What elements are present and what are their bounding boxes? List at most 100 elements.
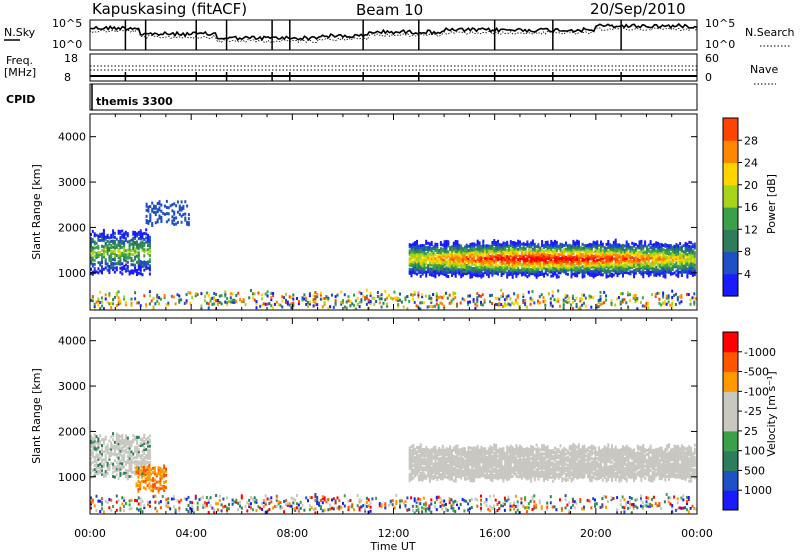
heatmap-cell [602,479,604,482]
heatmap-cell [121,266,123,269]
heatmap-cell [539,301,541,304]
heatmap-cell [138,243,140,246]
heatmap-cell [105,297,107,300]
heatmap-cell [647,302,649,305]
heatmap-cell [422,448,424,451]
heatmap-cell [436,303,438,306]
heatmap-cell [118,240,120,243]
heatmap-cell [384,290,386,293]
heatmap-cell [517,475,519,478]
heatmap-cell [515,269,517,272]
heatmap-cell [685,258,687,261]
heatmap-cell [143,232,145,235]
heatmap-cell [97,271,99,274]
heatmap-cell [399,299,401,302]
heatmap-cell [188,213,190,216]
heatmap-cell [429,242,431,245]
heatmap-cell [292,294,294,297]
heatmap-cell [517,459,519,462]
heatmap-cell [628,243,630,246]
heatmap-cell [517,258,519,261]
heatmap-cell [125,264,127,267]
heatmap-cell [600,241,602,244]
heatmap-cell [552,449,554,452]
heatmap-cell [552,305,554,308]
heatmap-cell [521,263,523,266]
heatmap-cell [221,302,223,305]
heatmap-cell [567,450,569,453]
heatmap-cell [490,445,492,448]
heatmap-cell [121,252,123,255]
heatmap-cell [598,305,600,308]
heatmap-cell [108,292,110,295]
heatmap-cell [515,456,517,459]
heatmap-cell [421,293,423,296]
heatmap-cell [550,468,552,471]
heatmap-cell [331,294,333,297]
heatmap-cell [108,255,110,258]
heatmap-cell [502,305,504,308]
heatmap-cell [600,295,602,298]
heatmap-cell [589,295,591,298]
heatmap-cell [589,450,591,453]
heatmap-cell [145,303,147,306]
heatmap-cell [493,239,495,242]
heatmap-cell [545,253,547,256]
heatmap-cell [307,301,309,304]
heatmap-cell [501,243,503,246]
heatmap-cell [138,231,140,234]
heatmap-cell [550,449,552,452]
heatmap-cell [596,469,598,472]
heatmap-cell [497,469,499,472]
heatmap-cell [526,306,528,309]
heatmap-cell [349,300,351,303]
heatmap-cell [97,304,99,307]
heatmap-cell [648,248,650,251]
heatmap-cell [417,291,419,294]
heatmap-cell [157,218,159,221]
heatmap-cell [606,269,608,272]
heatmap-cell [655,266,657,269]
heatmap-cell [422,458,424,461]
heatmap-cell [127,232,129,235]
heatmap-cell [623,298,625,301]
heatmap-cell [693,292,695,295]
heatmap-cell [110,302,112,305]
heatmap-cell [208,306,210,309]
heatmap-cell [693,297,695,300]
heatmap-cell [112,258,114,261]
heatmap-cell [340,291,342,294]
heatmap-cell [590,306,592,309]
heatmap-cell [552,242,554,245]
heatmap-cell [423,244,425,247]
heatmap-cell [381,306,383,309]
heatmap-cell [622,244,624,247]
heatmap-cell [631,260,633,263]
heatmap-cell [131,253,133,256]
heatmap-cell [657,292,659,295]
heatmap-cell [442,254,444,257]
heatmap-cell [379,301,381,304]
heatmap-cell [206,292,208,295]
heatmap-cell [232,299,234,302]
heatmap-cell [184,200,186,203]
heatmap-cell [640,240,642,243]
heatmap-cell [571,477,573,480]
heatmap-cell [285,299,287,302]
heatmap-cell [453,455,455,458]
heatmap-cell [118,248,120,251]
heatmap-cell [375,300,377,303]
heatmap-cell [603,291,605,294]
heatmap-cell [159,200,161,203]
heatmap-cell [213,296,215,299]
heatmap-cell [617,254,619,257]
heatmap-cell [679,242,681,245]
heatmap-cell [558,448,560,451]
heatmap-cell [409,447,411,450]
heatmap-cell [101,301,103,304]
heatmap-cell [447,251,449,254]
heatmap-cell [556,274,558,277]
heatmap-cell [458,268,460,271]
heatmap-cell [134,297,136,300]
heatmap-cell [409,243,411,246]
